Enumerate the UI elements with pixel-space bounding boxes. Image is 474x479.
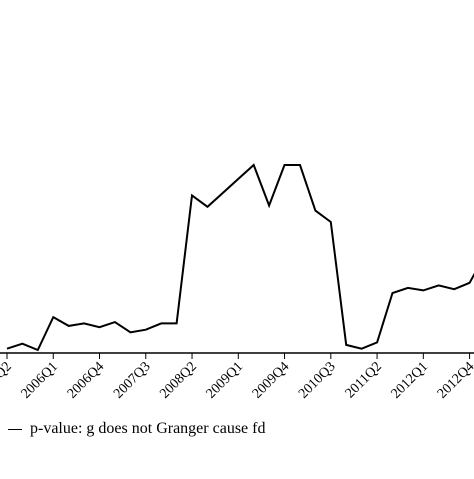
series-line [6,163,474,352]
x-axis-tick-labels: 2005Q2 2006Q1 2006Q4 2007Q3 2008Q2 2009Q1 2009… [0,359,474,402]
series-layer [6,163,474,352]
x-tick-label: 2007Q3 [111,359,154,402]
x-tick-label: 2006Q1 [19,359,62,402]
legend: p-value: g does not Granger cause fd [8,420,265,438]
x-tick-label: 2008Q2 [157,359,200,402]
x-tick-label: 2009Q1 [204,359,247,402]
x-tick-label: 2006Q4 [65,359,108,402]
x-tick-label: 2005Q2 [0,359,15,402]
legend-label: p-value: g does not Granger cause fd [30,420,266,437]
x-tick-label: 2011Q2 [343,359,385,401]
x-axis-ticks [6,353,471,359]
x-tick-label: 2012Q1 [389,359,432,402]
x-tick-label: 2010Q3 [296,359,339,402]
x-tick-label: 2012Q4 [435,359,474,402]
legend-swatch [8,428,22,430]
x-tick-label: 2009Q4 [250,359,293,402]
